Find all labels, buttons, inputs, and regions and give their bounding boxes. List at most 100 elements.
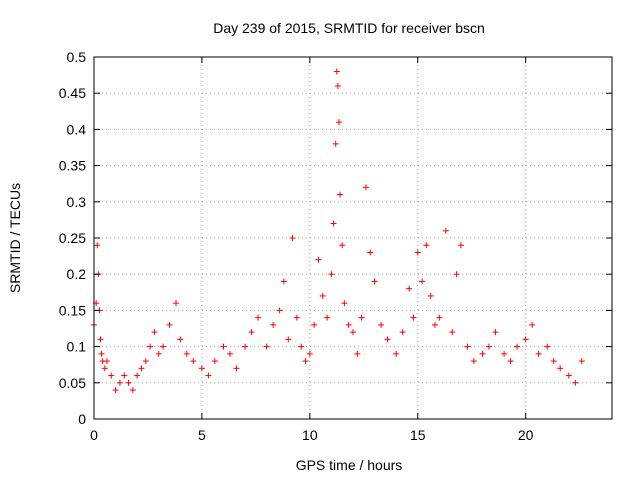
data-point-marker bbox=[302, 358, 309, 365]
data-point-marker bbox=[242, 343, 249, 350]
data-point-marker bbox=[341, 300, 348, 307]
data-point-marker bbox=[414, 249, 421, 256]
data-point-marker bbox=[121, 372, 128, 379]
data-point-marker bbox=[464, 343, 471, 350]
y-tick-label: 0.45 bbox=[59, 85, 86, 101]
data-point-marker bbox=[211, 358, 218, 365]
x-axis-ticks: 0 5 10 15 20 bbox=[90, 57, 534, 443]
data-point-marker bbox=[134, 372, 141, 379]
data-point-marker bbox=[436, 314, 443, 321]
data-point-marker bbox=[334, 82, 341, 89]
data-point-marker bbox=[311, 321, 318, 328]
data-point-marker bbox=[485, 343, 492, 350]
data-point-marker bbox=[371, 278, 378, 285]
data-point-marker bbox=[514, 343, 521, 350]
x-tick-label: 15 bbox=[410, 427, 426, 443]
y-tick-label: 0 bbox=[78, 411, 86, 427]
data-point-marker bbox=[166, 321, 173, 328]
y-tick-label: 0.5 bbox=[67, 49, 87, 65]
y-tick-label: 0.3 bbox=[67, 194, 87, 210]
data-point-marker bbox=[226, 350, 233, 357]
data-point-marker bbox=[276, 307, 283, 314]
data-point-marker bbox=[319, 292, 326, 299]
data-point-marker bbox=[557, 365, 564, 372]
data-point-marker bbox=[263, 343, 270, 350]
y-tick-label: 0.35 bbox=[59, 158, 86, 174]
data-point-marker bbox=[183, 350, 190, 357]
data-point-marker bbox=[270, 321, 277, 328]
chart-title: Day 239 of 2015, SRMTID for receiver bsc… bbox=[213, 20, 485, 36]
data-point-marker bbox=[578, 358, 585, 365]
data-point-marker bbox=[419, 278, 426, 285]
data-point-marker bbox=[101, 365, 108, 372]
data-point-marker bbox=[315, 256, 322, 263]
data-point-marker bbox=[550, 358, 557, 365]
y-tick-label: 0.2 bbox=[67, 266, 87, 282]
data-point-marker bbox=[306, 350, 313, 357]
x-tick-label: 0 bbox=[90, 427, 98, 443]
data-point-marker bbox=[147, 343, 154, 350]
data-point-marker bbox=[378, 321, 385, 328]
data-point-marker bbox=[173, 300, 180, 307]
data-point-marker bbox=[362, 184, 369, 191]
data-point-marker bbox=[507, 358, 514, 365]
data-point-marker bbox=[432, 321, 439, 328]
data-point-marker bbox=[190, 358, 197, 365]
data-point-marker bbox=[350, 329, 356, 336]
data-point-marker bbox=[427, 292, 434, 299]
y-axis-label: SRMTID / TECUs bbox=[7, 183, 23, 293]
data-point-marker bbox=[449, 329, 456, 336]
y-tick-label: 0.4 bbox=[67, 121, 87, 137]
y-tick-label: 0.25 bbox=[59, 230, 86, 246]
data-point-marker bbox=[423, 242, 430, 249]
data-point-marker bbox=[501, 350, 508, 357]
data-point-marker bbox=[98, 350, 105, 357]
data-point-marker bbox=[324, 314, 331, 321]
x-axis-label: GPS time / hours bbox=[296, 457, 403, 473]
data-point-marker bbox=[399, 329, 406, 336]
data-point-marker bbox=[367, 249, 374, 256]
data-point-marker bbox=[285, 336, 292, 343]
data-point-marker bbox=[112, 387, 119, 394]
data-point-marker bbox=[233, 365, 240, 372]
data-point-marker bbox=[522, 336, 529, 343]
data-point-marker bbox=[332, 140, 339, 147]
data-point-marker bbox=[298, 343, 305, 350]
data-point-marker bbox=[330, 220, 337, 227]
data-points bbox=[91, 68, 585, 394]
data-point-marker bbox=[453, 271, 460, 278]
data-point-marker bbox=[339, 242, 346, 249]
data-point-marker bbox=[565, 372, 572, 379]
data-point-marker bbox=[289, 235, 296, 241]
data-point-marker bbox=[160, 343, 167, 350]
y-axis-ticks: 0 0.05 0.1 0.15 0.2 0.25 0.3 0.35 0.4 0.45 0.5 bbox=[59, 49, 612, 427]
grid-lines bbox=[94, 57, 612, 419]
data-point-marker bbox=[442, 227, 449, 234]
data-point-marker bbox=[479, 350, 486, 357]
data-point-marker bbox=[335, 119, 342, 126]
data-point-marker bbox=[293, 314, 300, 321]
data-point-marker bbox=[345, 321, 352, 328]
data-point-marker bbox=[125, 379, 132, 386]
data-point-marker bbox=[116, 379, 123, 386]
data-point-marker bbox=[529, 321, 536, 328]
data-point-marker bbox=[280, 278, 287, 285]
data-point-marker bbox=[108, 372, 115, 379]
data-point-marker bbox=[535, 350, 542, 357]
y-tick-label: 0.05 bbox=[59, 375, 86, 391]
data-point-marker bbox=[138, 365, 145, 372]
data-point-marker bbox=[333, 68, 340, 75]
x-tick-label: 20 bbox=[518, 427, 534, 443]
data-point-marker bbox=[406, 285, 413, 292]
data-point-marker bbox=[97, 336, 104, 343]
data-point-marker bbox=[94, 242, 101, 249]
data-point-marker bbox=[393, 350, 400, 357]
y-tick-label: 0.1 bbox=[67, 339, 87, 355]
data-point-marker bbox=[198, 365, 205, 372]
data-point-marker bbox=[220, 343, 227, 350]
data-point-marker bbox=[248, 329, 255, 336]
data-point-marker bbox=[255, 314, 262, 321]
data-point-marker bbox=[410, 314, 417, 321]
data-point-marker bbox=[129, 387, 136, 394]
